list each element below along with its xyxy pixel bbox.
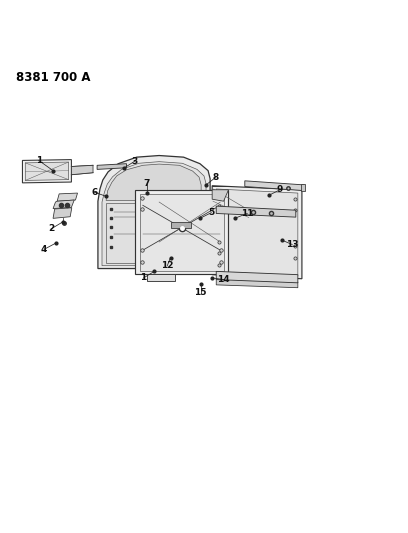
Polygon shape xyxy=(71,165,93,175)
Polygon shape xyxy=(212,190,228,201)
Text: 9: 9 xyxy=(277,185,283,195)
Text: 11: 11 xyxy=(241,209,253,218)
Text: 1: 1 xyxy=(140,273,147,282)
Polygon shape xyxy=(301,184,305,191)
Polygon shape xyxy=(97,164,126,169)
Text: 5: 5 xyxy=(208,208,215,217)
Polygon shape xyxy=(106,164,201,200)
Polygon shape xyxy=(106,203,204,263)
Text: 15: 15 xyxy=(195,288,207,297)
Text: 8381 700 A: 8381 700 A xyxy=(16,71,91,84)
Polygon shape xyxy=(102,161,206,265)
Polygon shape xyxy=(25,162,69,180)
Text: 3: 3 xyxy=(131,157,138,166)
Polygon shape xyxy=(139,217,155,224)
Text: 14: 14 xyxy=(217,275,230,284)
Text: 1: 1 xyxy=(35,156,42,165)
Polygon shape xyxy=(216,206,296,217)
Text: 7: 7 xyxy=(144,179,150,188)
Polygon shape xyxy=(171,222,191,228)
Polygon shape xyxy=(216,271,298,283)
Polygon shape xyxy=(53,208,72,219)
Polygon shape xyxy=(141,209,157,219)
Polygon shape xyxy=(22,159,71,183)
Polygon shape xyxy=(212,185,302,279)
Polygon shape xyxy=(147,274,175,281)
Text: 6: 6 xyxy=(91,188,98,197)
Text: 2: 2 xyxy=(48,224,54,233)
Text: 12: 12 xyxy=(161,261,173,270)
Polygon shape xyxy=(140,194,224,271)
Text: 8: 8 xyxy=(212,173,219,182)
Text: 4: 4 xyxy=(41,245,47,254)
Polygon shape xyxy=(135,190,228,274)
Polygon shape xyxy=(98,156,210,269)
Polygon shape xyxy=(216,279,298,288)
Polygon shape xyxy=(53,200,74,208)
Polygon shape xyxy=(245,181,304,191)
Polygon shape xyxy=(142,219,151,223)
Polygon shape xyxy=(216,189,298,276)
Polygon shape xyxy=(57,193,78,201)
Text: 13: 13 xyxy=(286,240,298,249)
